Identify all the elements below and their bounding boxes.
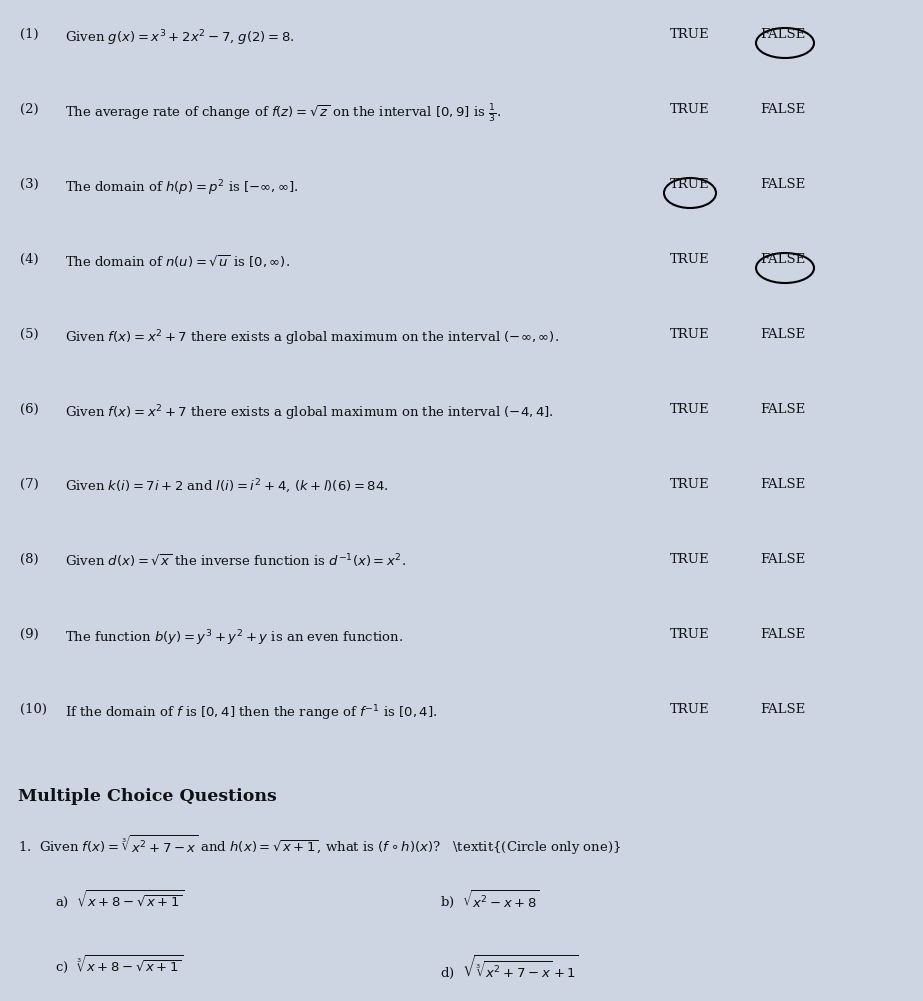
Text: The domain of $h(p) = p^2$ is $[-\infty, \infty]$.: The domain of $h(p) = p^2$ is $[-\infty,… <box>65 178 299 197</box>
Text: FALSE: FALSE <box>760 28 805 41</box>
Text: The function $b(y) = y^3 + y^2 + y$ is an even function.: The function $b(y) = y^3 + y^2 + y$ is a… <box>65 628 403 648</box>
Text: The domain of $n(u) = \sqrt{u}$ is $[0, \infty)$.: The domain of $n(u) = \sqrt{u}$ is $[0, … <box>65 253 290 270</box>
Text: (4): (4) <box>20 253 39 266</box>
Text: FALSE: FALSE <box>760 253 805 266</box>
Text: FALSE: FALSE <box>760 103 805 116</box>
Text: (6): (6) <box>20 403 39 416</box>
Text: Given $f(x) = x^2 + 7$ there exists a global maximum on the interval $(-4, 4]$.: Given $f(x) = x^2 + 7$ there exists a gl… <box>65 403 554 422</box>
Text: c)  $\sqrt[3]{x + 8 - \sqrt{x+1}}$: c) $\sqrt[3]{x + 8 - \sqrt{x+1}}$ <box>55 953 183 975</box>
Text: TRUE: TRUE <box>670 703 710 716</box>
Text: a)  $\sqrt{x + 8 - \sqrt{x+1}}$: a) $\sqrt{x + 8 - \sqrt{x+1}}$ <box>55 888 185 910</box>
Text: FALSE: FALSE <box>760 403 805 416</box>
Text: TRUE: TRUE <box>670 103 710 116</box>
Text: FALSE: FALSE <box>760 553 805 566</box>
Text: TRUE: TRUE <box>670 628 710 641</box>
Text: d)  $\sqrt{\sqrt[3]{x^2 + 7 - x} + 1}$: d) $\sqrt{\sqrt[3]{x^2 + 7 - x} + 1}$ <box>440 953 579 981</box>
Text: Given $k(i) = 7i + 2$ and $l(i) = i^2 + 4$, $(k + l)(6) = 84$.: Given $k(i) = 7i + 2$ and $l(i) = i^2 + … <box>65 478 389 496</box>
Text: (2): (2) <box>20 103 39 116</box>
Text: b)  $\sqrt{x^2 - x + 8}$: b) $\sqrt{x^2 - x + 8}$ <box>440 888 539 910</box>
Text: FALSE: FALSE <box>760 328 805 341</box>
Text: (3): (3) <box>20 178 39 191</box>
Text: (7): (7) <box>20 478 39 491</box>
Text: (10): (10) <box>20 703 47 716</box>
Text: TRUE: TRUE <box>670 253 710 266</box>
Text: TRUE: TRUE <box>670 553 710 566</box>
Text: TRUE: TRUE <box>670 478 710 491</box>
Text: If the domain of $f$ is $[0, 4]$ then the range of $f^{-1}$ is $[0, 4]$.: If the domain of $f$ is $[0, 4]$ then th… <box>65 703 438 723</box>
Text: Given $d(x) = \sqrt{x}$ the inverse function is $d^{-1}(x) = x^2$.: Given $d(x) = \sqrt{x}$ the inverse func… <box>65 553 406 570</box>
Text: TRUE: TRUE <box>670 178 710 191</box>
Text: (1): (1) <box>20 28 39 41</box>
Text: (8): (8) <box>20 553 39 566</box>
Text: Given $g(x) = x^3 + 2x^2 - 7$, $g(2) = 8$.: Given $g(x) = x^3 + 2x^2 - 7$, $g(2) = 8… <box>65 28 294 48</box>
Text: TRUE: TRUE <box>670 403 710 416</box>
Text: FALSE: FALSE <box>760 628 805 641</box>
Text: The average rate of change of $f(z) = \sqrt{z}$ on the interval $[0, 9]$ is $\fr: The average rate of change of $f(z) = \s… <box>65 103 501 125</box>
Text: 1.  Given $f(x) = \sqrt[3]{x^2 + 7 - x}$ and $h(x) = \sqrt{x+1}$, what is $(f \c: 1. Given $f(x) = \sqrt[3]{x^2 + 7 - x}$ … <box>18 833 621 857</box>
Text: TRUE: TRUE <box>670 28 710 41</box>
Text: TRUE: TRUE <box>670 328 710 341</box>
Text: (5): (5) <box>20 328 39 341</box>
Text: FALSE: FALSE <box>760 703 805 716</box>
Text: Given $f(x) = x^2 + 7$ there exists a global maximum on the interval $(-\infty, : Given $f(x) = x^2 + 7$ there exists a gl… <box>65 328 559 347</box>
Text: Multiple Choice Questions: Multiple Choice Questions <box>18 788 277 805</box>
Text: FALSE: FALSE <box>760 178 805 191</box>
Text: (9): (9) <box>20 628 39 641</box>
Text: FALSE: FALSE <box>760 478 805 491</box>
